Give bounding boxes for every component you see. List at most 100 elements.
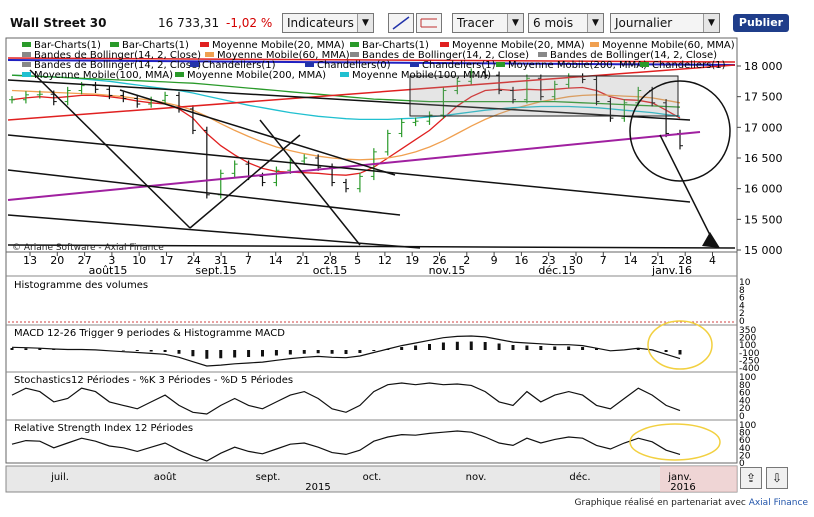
macd-hist-bar bbox=[511, 345, 515, 350]
macd-hist-bar bbox=[553, 346, 557, 350]
ma-line-3 bbox=[11, 74, 681, 121]
x-tick-label: 5 bbox=[354, 254, 361, 267]
y-tick-label: 18 000 bbox=[744, 60, 783, 73]
x-tick-label: 27 bbox=[78, 254, 92, 267]
trendline-9 bbox=[29, 69, 191, 229]
period-label: 6 mois bbox=[533, 16, 574, 30]
y-tick-label: 16 000 bbox=[744, 183, 783, 196]
indicator-line bbox=[11, 430, 681, 462]
macd-hist-bar bbox=[483, 342, 487, 350]
navigator-month: déc. bbox=[569, 471, 590, 483]
legend-label: Bar-Charts(1) bbox=[362, 40, 429, 51]
trendline-5 bbox=[7, 134, 691, 203]
x-axis: 13 20 27 3 10 17 24 31 7 14 21 28 5 12 19 26 2 9 16 23 30 7 14… bbox=[23, 252, 716, 277]
x-tick-label: 19 bbox=[405, 254, 419, 267]
trendline-13 bbox=[659, 134, 716, 246]
publish-button[interactable]: Publier bbox=[733, 14, 789, 32]
export-button[interactable]: ⇪ bbox=[740, 467, 762, 489]
trendlines bbox=[7, 57, 736, 249]
footer-link[interactable]: Axial Finance bbox=[748, 498, 808, 508]
panel-title: MACD 12-26 Trigger 9 periodes & Histogra… bbox=[14, 328, 285, 339]
legend-label: Moyenne Mobile(60, MMA) bbox=[217, 50, 350, 61]
legend-swatch bbox=[200, 42, 209, 47]
panel-y-label: 40 bbox=[739, 444, 751, 454]
panel-title: Stochastics12 Périodes - %K 3 Périodes -… bbox=[14, 374, 293, 386]
trendline-10 bbox=[189, 134, 301, 229]
macd-hist-bar bbox=[664, 350, 668, 352]
trendline-icon bbox=[392, 16, 410, 30]
trendline-11 bbox=[119, 89, 396, 176]
legend-label: Chandeliers(0) bbox=[317, 60, 391, 71]
frequency-label: Journalier bbox=[615, 16, 673, 30]
macd-hist-bar bbox=[38, 348, 42, 350]
x-month-label: déc.15 bbox=[538, 264, 575, 277]
macd-hist-bar bbox=[80, 349, 84, 350]
x-tick-label: 21 bbox=[296, 254, 310, 267]
panel-y-label: 0 bbox=[739, 317, 745, 327]
stochastics-panel: Stochastics12 Périodes - %K 3 Périodes -… bbox=[11, 373, 756, 422]
chevron-down-icon: ▼ bbox=[357, 14, 373, 32]
x-tick-label: 7 bbox=[600, 254, 607, 267]
macd-hist-bar bbox=[247, 350, 251, 357]
x-month-label: oct.15 bbox=[313, 264, 348, 277]
draw-dropdown[interactable]: Tracer ▼ bbox=[452, 13, 524, 33]
frequency-dropdown[interactable]: Journalier ▼ bbox=[610, 13, 720, 33]
macd-hist-bar bbox=[94, 349, 97, 350]
legend-swatch bbox=[305, 62, 314, 67]
panel-y-label: 200 bbox=[739, 334, 756, 344]
navigator-month: sept. bbox=[256, 472, 281, 483]
x-tick-label: 2 bbox=[463, 254, 470, 267]
macd-hist-bar bbox=[622, 349, 626, 350]
navigator-month: juil. bbox=[50, 472, 69, 483]
hline-tool-button[interactable] bbox=[416, 13, 442, 33]
x-tick-label: 9 bbox=[491, 254, 498, 267]
copyright-text: © Ariane Software - Axial Finance bbox=[12, 243, 164, 253]
x-tick-label: 26 bbox=[433, 254, 447, 267]
panel-y-label: -250 bbox=[739, 356, 760, 366]
y-tick-label: 16 500 bbox=[744, 152, 783, 165]
x-month-label: sept.15 bbox=[195, 264, 236, 277]
ma-line-4 bbox=[11, 74, 681, 108]
chart-area: Bar-Charts(1) Bar-Charts(1) Moyenne Mobile… bbox=[5, 37, 783, 493]
legend-label: Moyenne Mobile(60, MMA) bbox=[602, 40, 735, 51]
macd-hist-bar bbox=[261, 350, 264, 357]
y-tick-label: 17 500 bbox=[744, 91, 783, 104]
period-dropdown[interactable]: 6 mois ▼ bbox=[528, 13, 604, 33]
highlight-circle bbox=[629, 80, 731, 182]
macd-hist-bar bbox=[428, 344, 431, 350]
panel-y-label: 20 bbox=[739, 451, 751, 461]
legend-label: Moyenne Mobile(100, MMA) bbox=[34, 70, 173, 81]
indicator-line bbox=[11, 382, 681, 415]
navigator-year: 2016 bbox=[670, 482, 695, 493]
legend-swatch bbox=[496, 62, 505, 67]
legend-swatch bbox=[190, 62, 199, 67]
x-tick-label: 14 bbox=[269, 254, 283, 267]
indicators-dropdown[interactable]: Indicateurs ▼ bbox=[282, 13, 374, 33]
legend-swatch bbox=[340, 72, 349, 77]
navigator[interactable]: juil. août sept. oct. nov. déc. janv. 2015 2016 bbox=[5, 465, 738, 493]
y-tick-label: 15 000 bbox=[744, 244, 783, 257]
x-tick-label: 31 bbox=[214, 254, 228, 267]
legend-swatch bbox=[440, 42, 449, 47]
line-tool-button[interactable] bbox=[388, 13, 414, 33]
macd-hist-bar bbox=[233, 350, 237, 358]
x-tick-label: 23 bbox=[542, 254, 556, 267]
macd-hist-bar bbox=[567, 346, 571, 350]
footer-prefix: Graphique réalisé en partenariat avec bbox=[574, 498, 749, 508]
rsi-panel: Relative Strength Index 12 Périodes 10080… bbox=[11, 421, 756, 469]
legend-swatch bbox=[22, 52, 31, 57]
zoom-button[interactable]: ⇩ bbox=[766, 467, 788, 489]
trendline-4 bbox=[7, 79, 691, 121]
macd-hist-bar bbox=[650, 349, 654, 350]
macd-hist-bar bbox=[372, 350, 376, 351]
panel-y-label: 100 bbox=[739, 421, 756, 431]
panel-y-label: 4 bbox=[739, 301, 745, 311]
legend-label: Moyenne Mobile(200, MMA) bbox=[187, 70, 326, 81]
legend-label: Chandeliers(1) bbox=[202, 60, 276, 71]
panel-title: Relative Strength Index 12 Périodes bbox=[14, 422, 193, 434]
legend-label: Moyenne Mobile(100, MMA) bbox=[352, 70, 491, 81]
panel-y-label: 10 bbox=[739, 278, 751, 288]
legend-label: Moyenne Mobile(20, MMA) bbox=[452, 40, 585, 51]
macd-hist-bar bbox=[595, 348, 598, 350]
y-tick-label: 17 000 bbox=[744, 121, 783, 134]
